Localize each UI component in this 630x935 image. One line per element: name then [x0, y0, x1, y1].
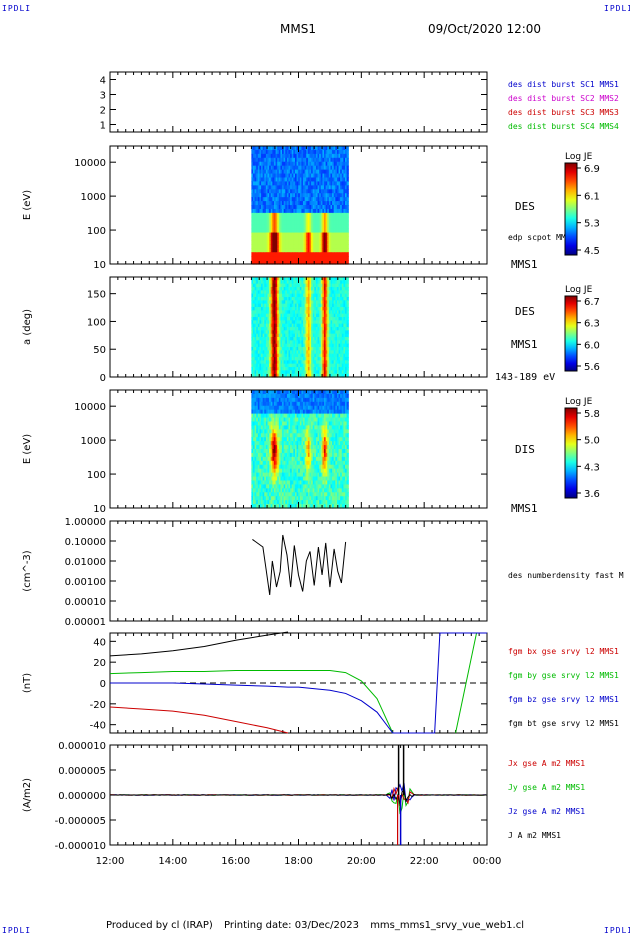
- heat-cell: [347, 244, 349, 249]
- panel-frame-1: [110, 72, 487, 132]
- p3-colorbar-tick: 6.0: [584, 340, 600, 351]
- p2-instrument: DES: [515, 200, 535, 213]
- p2-colorbar-tick: 4.5: [584, 246, 600, 257]
- p3-colorbar-label: Log JE: [565, 285, 593, 295]
- p2-y-label: E (eV): [22, 190, 33, 220]
- p4-heatmap: [251, 390, 348, 509]
- heat-cell: [347, 248, 349, 253]
- p3-colorbar-tick: 6.3: [584, 319, 600, 330]
- p3-y-tick-label: 100: [87, 317, 106, 328]
- heat-cell: [347, 213, 349, 218]
- p1-y-tick-label: 4: [100, 76, 106, 87]
- heat-cell: [347, 189, 349, 194]
- heat-cell: [347, 166, 349, 171]
- heat-cell: [347, 205, 349, 210]
- p3-instrument: DES: [515, 305, 535, 318]
- heat-cell: [347, 154, 349, 159]
- p1-y-tick-label: 1: [100, 121, 106, 132]
- p3-spacecraft: MMS1: [511, 338, 538, 351]
- heat-cell: [347, 146, 349, 151]
- heat-cell: [347, 256, 349, 261]
- p3-colorbar-tick: 6.7: [584, 297, 600, 308]
- heat-cell: [347, 150, 349, 155]
- heat-cell: [347, 170, 349, 175]
- p3-y-tick-label: 150: [87, 290, 106, 301]
- heat-cell: [347, 209, 349, 214]
- p3-colorbar-bar: [565, 296, 577, 371]
- heat-cell: [347, 181, 349, 186]
- p2-heatmap: [251, 146, 348, 265]
- heat-cell: [347, 197, 349, 202]
- heat-cell: [347, 236, 349, 241]
- p3-y-tick-label: 0: [100, 373, 106, 384]
- p1-legend-2: des dist burst SC2 MMS2: [508, 94, 619, 103]
- p2-spacecraft: MMS1: [511, 258, 538, 271]
- heat-cell: [347, 185, 349, 190]
- p2-y-tick-label: 10000: [74, 158, 106, 169]
- heat-cell: [347, 233, 349, 238]
- p3-colorbar-tick: 5.6: [584, 362, 600, 373]
- p2-y-tick-label: 1000: [81, 192, 106, 203]
- heat-cell: [347, 252, 349, 257]
- p2-y-tick-label: 10: [93, 260, 106, 271]
- p2-colorbar-tick: 6.1: [584, 191, 600, 202]
- p1-y-tick-label: 2: [100, 106, 106, 117]
- p2-colorbar-tick: 5.3: [584, 219, 600, 230]
- heat-cell: [347, 158, 349, 163]
- p2-y-tick-label: 100: [87, 226, 106, 237]
- p1-legend-3: des dist burst SC3 MMS3: [508, 108, 619, 117]
- heat-cell: [347, 177, 349, 182]
- p2-colorbar-tick: 6.9: [584, 164, 600, 175]
- heat-cell: [347, 225, 349, 230]
- heat-cell: [347, 240, 349, 245]
- p3-energy-range: 143-189 eV: [495, 372, 555, 383]
- heat-cell: [347, 217, 349, 222]
- p1-y-tick-label: 3: [100, 91, 106, 102]
- p3-heatmap: [251, 277, 348, 378]
- p3-y-label: a (deg): [22, 309, 33, 345]
- p1-legend-1: des dist burst SC1 MMS1: [508, 80, 619, 89]
- heat-cell: [347, 162, 349, 167]
- heat-cell: [347, 201, 349, 206]
- p1-legend-4: des dist burst SC4 MMS4: [508, 122, 619, 131]
- p2-colorbar-label: Log JE: [565, 152, 593, 162]
- p2-colorbar-bar: [565, 163, 577, 255]
- heat-cell: [347, 193, 349, 198]
- heat-cell: [347, 229, 349, 234]
- heat-cell: [347, 174, 349, 179]
- p3-y-tick-label: 50: [93, 345, 106, 356]
- heat-cell: [347, 221, 349, 226]
